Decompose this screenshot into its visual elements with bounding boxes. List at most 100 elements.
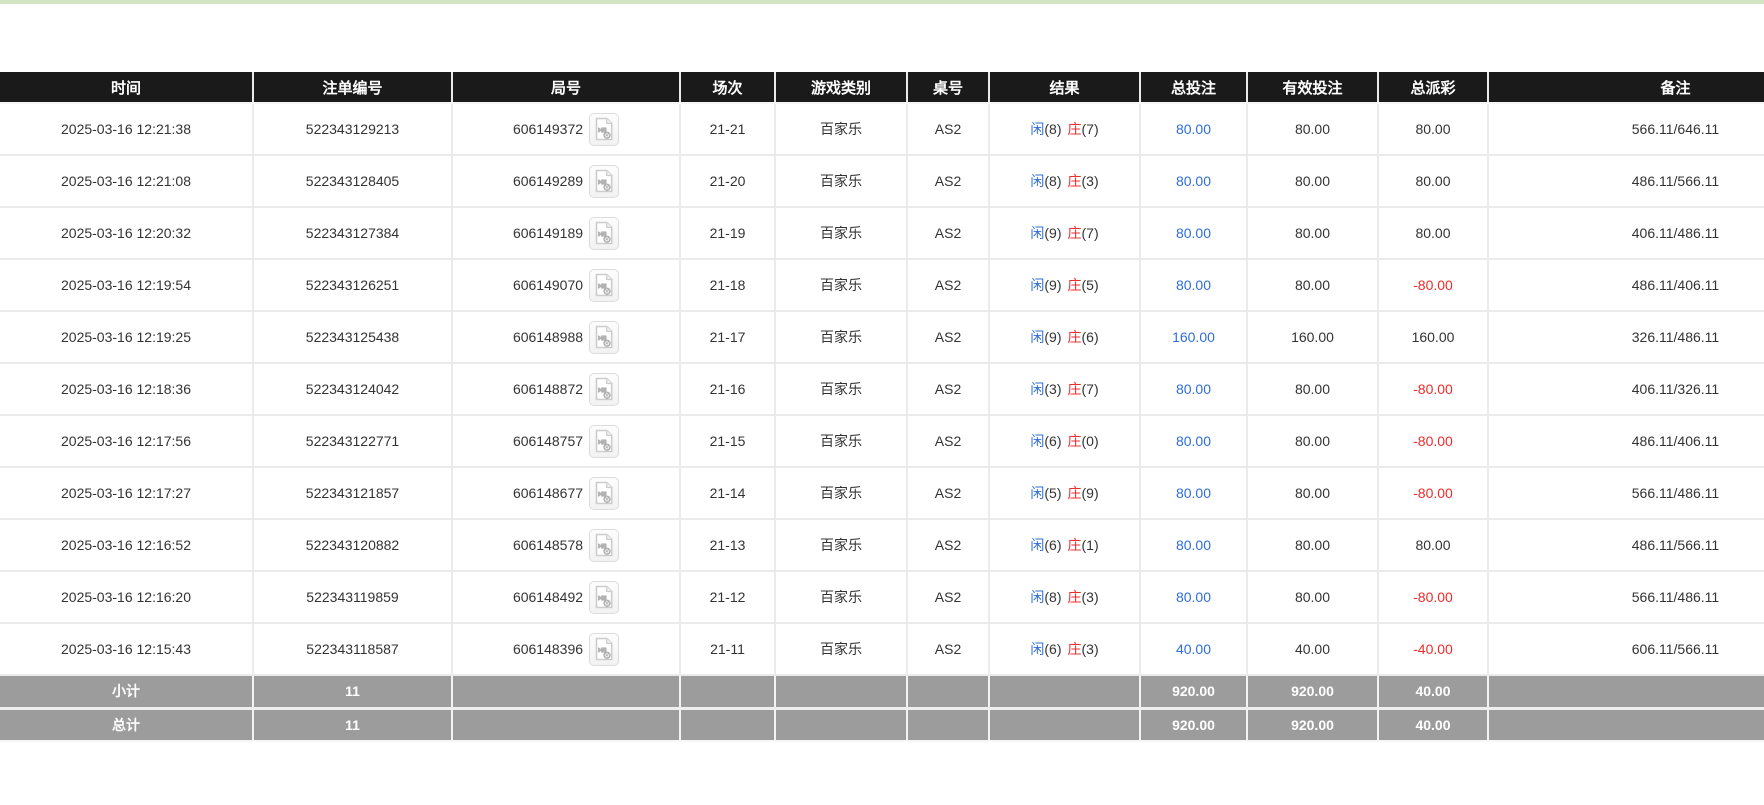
video-replay-button[interactable] xyxy=(589,372,620,406)
round-number-group: 606148757 xyxy=(513,424,620,458)
round-number: 606148988 xyxy=(512,329,584,345)
cell-result: 闲(8) 庄(7) xyxy=(989,103,1141,156)
cell-game: 百家乐 xyxy=(775,467,908,520)
cell-valid_bet: 160.00 xyxy=(1247,311,1379,364)
video-replay-button[interactable] xyxy=(589,268,620,302)
result-banker-score: (6) xyxy=(1081,329,1099,345)
cell-session: 21-11 xyxy=(680,623,776,676)
cell-table_no: AS2 xyxy=(907,519,990,572)
result-banker-score: (7) xyxy=(1081,225,1099,241)
video-replay-button[interactable] xyxy=(589,320,620,354)
summary-cell-remark xyxy=(1488,675,1764,709)
cell-bet_no: 522343128405 xyxy=(253,155,453,208)
cell-payout: -80.00 xyxy=(1378,467,1489,520)
cell-remark: 486.11/406.11 xyxy=(1488,415,1764,468)
cell-remark: 606.11/566.11 xyxy=(1488,623,1764,676)
column-header-payout: 总派彩 xyxy=(1378,72,1489,104)
total-row: 总计 11 920.00 920.00 40.00 xyxy=(0,706,1764,742)
cell-payout: 160.00 xyxy=(1378,311,1489,364)
cell-result: 闲(6) 庄(3) xyxy=(989,623,1141,676)
cell-result: 闲(9) 庄(5) xyxy=(989,259,1141,312)
summary-cell-valid_bet: 920.00 xyxy=(1247,675,1379,709)
video-replay-button[interactable] xyxy=(589,164,620,198)
result-banker-score: (7) xyxy=(1081,121,1099,137)
result-banker-score: (3) xyxy=(1081,641,1099,657)
result-player-label: 闲 xyxy=(1030,329,1045,345)
result-banker-label: 庄 xyxy=(1067,173,1082,189)
result-banker-score: (3) xyxy=(1081,173,1099,189)
result-player-score: (6) xyxy=(1044,641,1062,657)
cell-table_no: AS2 xyxy=(907,623,990,676)
cell-payout: -80.00 xyxy=(1378,415,1489,468)
cell-time: 2025-03-16 12:20:32 xyxy=(0,207,254,260)
video-replay-button[interactable] xyxy=(589,528,620,562)
result-player-score: (5) xyxy=(1044,485,1062,501)
table-row: 2025-03-16 12:15:43 522343118587 606148396… xyxy=(0,623,1764,676)
round-number-group: 606149189 xyxy=(513,216,620,250)
cell-game: 百家乐 xyxy=(775,207,908,260)
result-player-label: 闲 xyxy=(1030,173,1045,189)
result-player-score: (8) xyxy=(1044,173,1062,189)
summary-cell-bet_no: 11 xyxy=(253,706,453,742)
video-file-icon xyxy=(594,429,614,453)
cell-total_bet: 80.00 xyxy=(1140,467,1248,520)
video-replay-button[interactable] xyxy=(589,632,620,666)
cell-table_no: AS2 xyxy=(907,311,990,364)
cell-result: 闲(9) 庄(6) xyxy=(989,311,1141,364)
summary-cell-session xyxy=(680,675,776,709)
video-replay-button[interactable] xyxy=(589,216,620,250)
cell-round_no: 606149070 xyxy=(452,259,681,312)
cell-remark: 486.11/566.11 xyxy=(1488,519,1764,572)
result-player-label: 闲 xyxy=(1030,485,1045,501)
cell-time: 2025-03-16 12:18:36 xyxy=(0,363,254,416)
cell-time: 2025-03-16 12:19:25 xyxy=(0,311,254,364)
round-number-group: 606148872 xyxy=(513,372,620,406)
cell-remark: 486.11/566.11 xyxy=(1488,155,1764,208)
cell-remark: 566.11/486.11 xyxy=(1488,467,1764,520)
cell-valid_bet: 80.00 xyxy=(1247,103,1379,156)
cell-bet_no: 522343126251 xyxy=(253,259,453,312)
video-replay-button[interactable] xyxy=(589,112,620,146)
cell-time: 2025-03-16 12:16:52 xyxy=(0,519,254,572)
result-player-score: (8) xyxy=(1044,589,1062,605)
result-banker-score: (5) xyxy=(1081,277,1099,293)
cell-time: 2025-03-16 12:21:38 xyxy=(0,103,254,156)
video-replay-button[interactable] xyxy=(589,476,620,510)
cell-game: 百家乐 xyxy=(775,519,908,572)
summary-cell-payout: 40.00 xyxy=(1378,675,1489,709)
cell-valid_bet: 80.00 xyxy=(1247,415,1379,468)
table-row: 2025-03-16 12:21:38 522343129213 606149372… xyxy=(0,103,1764,156)
cell-total_bet: 80.00 xyxy=(1140,415,1248,468)
video-replay-button[interactable] xyxy=(589,424,620,458)
cell-session: 21-20 xyxy=(680,155,776,208)
table-row: 2025-03-16 12:16:20 522343119859 606148492… xyxy=(0,571,1764,624)
cell-total_bet: 80.00 xyxy=(1140,363,1248,416)
cell-result: 闲(8) 庄(3) xyxy=(989,571,1141,624)
cell-valid_bet: 40.00 xyxy=(1247,623,1379,676)
summary-cell-result xyxy=(989,675,1141,709)
cell-result: 闲(5) 庄(9) xyxy=(989,467,1141,520)
video-file-icon xyxy=(594,117,614,141)
result-player-score: (9) xyxy=(1044,225,1062,241)
cell-total_bet: 80.00 xyxy=(1140,259,1248,312)
cell-game: 百家乐 xyxy=(775,571,908,624)
cell-table_no: AS2 xyxy=(907,363,990,416)
table-row: 2025-03-16 12:19:54 522343126251 606149070… xyxy=(0,259,1764,312)
column-header-result: 结果 xyxy=(989,72,1141,104)
result-player-label: 闲 xyxy=(1030,433,1045,449)
column-header-session: 场次 xyxy=(680,72,776,104)
cell-session: 21-13 xyxy=(680,519,776,572)
column-header-remark: 备注 xyxy=(1488,72,1764,104)
cell-result: 闲(3) 庄(7) xyxy=(989,363,1141,416)
round-number: 606148578 xyxy=(512,537,584,553)
video-replay-button[interactable] xyxy=(589,580,620,614)
cell-valid_bet: 80.00 xyxy=(1247,207,1379,260)
summary-cell-total_bet: 920.00 xyxy=(1140,675,1248,709)
cell-remark: 406.11/326.11 xyxy=(1488,363,1764,416)
round-number-group: 606148396 xyxy=(513,632,620,666)
cell-table_no: AS2 xyxy=(907,103,990,156)
cell-remark: 486.11/406.11 xyxy=(1488,259,1764,312)
cell-remark: 326.11/486.11 xyxy=(1488,311,1764,364)
cell-session: 21-15 xyxy=(680,415,776,468)
result-player-score: (9) xyxy=(1044,329,1062,345)
